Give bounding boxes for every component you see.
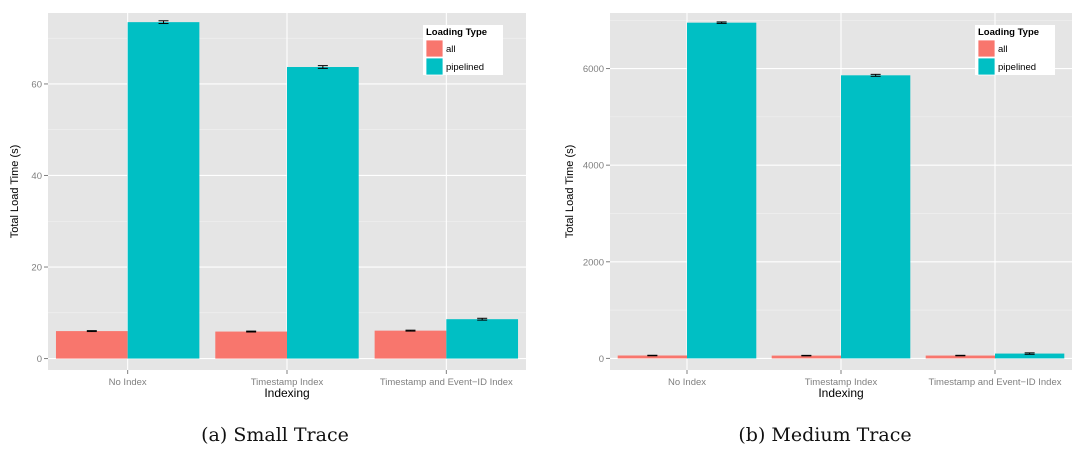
y-tick-label: 2000 [583, 257, 604, 268]
figure-caption: (a) Small Trace [201, 424, 349, 446]
x-tick-label: No Index [668, 377, 706, 388]
x-tick-label: Timestamp and Event−ID Index [929, 377, 1062, 388]
bar-pipelined [287, 67, 359, 359]
legend-label-pipelined: pipelined [998, 62, 1036, 73]
legend-label-pipelined: pipelined [446, 62, 484, 73]
bar-all [56, 331, 128, 358]
y-axis-title: Total Load Time (s) [9, 145, 21, 239]
y-tick-label: 0 [37, 354, 42, 365]
x-tick-label: No Index [109, 377, 147, 388]
legend-key-all [426, 40, 443, 57]
x-axis-title: Indexing [264, 386, 309, 400]
y-tick-label: 0 [599, 354, 604, 365]
legend-label-all: all [998, 44, 1008, 55]
legend-key-all [978, 40, 995, 57]
y-tick-label: 6000 [583, 64, 604, 75]
bar-pipelined [841, 75, 910, 358]
chart-medium-trace: 0 2000 4000 6000 No Index Timestamp Index Time… [560, 0, 1074, 448]
x-axis-title: Indexing [818, 386, 863, 400]
legend-title: Loading Type [978, 27, 1039, 38]
y-tick-label: 60 [31, 79, 42, 90]
bar-all [375, 331, 447, 359]
bar-pipelined [128, 22, 200, 358]
bar-all [215, 332, 287, 359]
legend-key-pipelined [978, 58, 995, 75]
bar-pipelined [446, 319, 518, 358]
legend-title: Loading Type [426, 27, 487, 38]
x-tick-label: Timestamp and Event−ID Index [380, 377, 513, 388]
y-tick-label: 40 [31, 171, 42, 182]
y-tick-label: 4000 [583, 161, 604, 172]
y-axis-title: Total Load Time (s) [564, 145, 576, 239]
legend-key-pipelined [426, 58, 443, 75]
legend-label-all: all [446, 44, 456, 55]
figure-caption: (b) Medium Trace [738, 424, 911, 446]
bar-pipelined [687, 23, 756, 359]
chart-small-trace: 0 20 40 60 No Index Timestamp Index Timestamp … [0, 0, 530, 448]
y-tick-label: 20 [31, 263, 42, 274]
